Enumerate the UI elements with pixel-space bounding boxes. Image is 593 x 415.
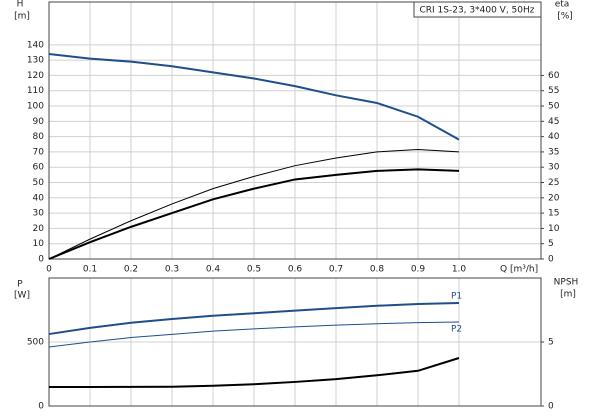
y2-tick-label: 60	[548, 71, 560, 81]
x-tick-label: 0.4	[206, 265, 221, 275]
y-tick-label: 0	[38, 255, 44, 265]
y2-tick-label: 40	[548, 132, 560, 142]
y2-tick-label: 20	[548, 193, 560, 203]
x-tick-label: 0.8	[370, 265, 385, 275]
y-tick-label: 100	[27, 102, 44, 112]
curve	[48, 148, 460, 260]
y2-tick-label: 50	[548, 102, 560, 112]
y-axis-unit: [W]	[14, 291, 30, 301]
x-axis-label: Q [m³/h]	[500, 265, 538, 275]
y2-tick-label: 0	[548, 402, 554, 412]
y2-tick-label: 30	[548, 163, 560, 173]
x-tick-label: 0.2	[124, 265, 138, 275]
y-tick-label: 70	[33, 147, 45, 157]
y-tick-label: 30	[33, 209, 45, 219]
x-tick-label: 0.6	[288, 265, 303, 275]
y-tick-label: 140	[27, 40, 44, 50]
y2-tick-label: 15	[548, 209, 559, 219]
y-tick-label: 120	[27, 71, 44, 81]
legend-label: P2	[451, 325, 462, 335]
y-tick-label: 110	[27, 86, 44, 96]
y2-tick-label: 45	[548, 117, 559, 127]
title-box	[413, 1, 542, 18]
y-tick-label: 90	[33, 117, 45, 127]
x-tick-label: 0.1	[83, 265, 97, 275]
curve	[48, 168, 460, 260]
plot-frame	[48, 277, 542, 407]
y-tick-label: 20	[33, 224, 45, 234]
y2-tick-label: 5	[548, 239, 554, 249]
y-tick-label: 500	[27, 338, 44, 348]
curve	[48, 53, 460, 141]
chart-title: CRI 1S-23, 3*400 V, 50Hz	[419, 6, 534, 16]
x-tick-label: 1.0	[452, 265, 467, 275]
y2-tick-label: 55	[548, 86, 559, 96]
y-axis-label: H	[17, 0, 24, 10]
curve	[48, 321, 460, 348]
y-tick-label: 50	[33, 178, 45, 188]
y-tick-label: 0	[38, 402, 44, 412]
x-tick-label: 0.3	[165, 265, 179, 275]
y2-axis-label: eta	[555, 0, 570, 10]
y-tick-label: 60	[33, 163, 45, 173]
y-tick-label: 130	[27, 56, 44, 66]
x-tick-label: 0.5	[247, 265, 261, 275]
y-tick-label: 10	[33, 239, 45, 249]
x-tick-label: 0	[46, 265, 52, 275]
y2-tick-label: 25	[548, 178, 559, 188]
y-tick-label: 40	[33, 193, 45, 203]
y2-tick-label: 0	[548, 255, 554, 265]
curve	[48, 301, 460, 336]
y2-tick-label: 10	[548, 224, 560, 234]
x-tick-label: 0.9	[411, 265, 426, 275]
y2-tick-label: 35	[548, 147, 559, 157]
y2-axis-label: NPSH	[554, 278, 579, 288]
legend-label: P1	[451, 291, 462, 301]
y-axis-unit: [m]	[14, 12, 30, 22]
y2-tick-label: 5	[548, 338, 554, 348]
y2-axis-unit: [m]	[560, 290, 576, 300]
curve	[49, 357, 460, 389]
plot-frame	[48, 1, 542, 260]
y2-axis-unit: [%]	[557, 12, 573, 22]
y-axis-label: P	[17, 280, 23, 290]
y-tick-label: 80	[33, 132, 45, 142]
x-tick-label: 0.7	[329, 265, 343, 275]
